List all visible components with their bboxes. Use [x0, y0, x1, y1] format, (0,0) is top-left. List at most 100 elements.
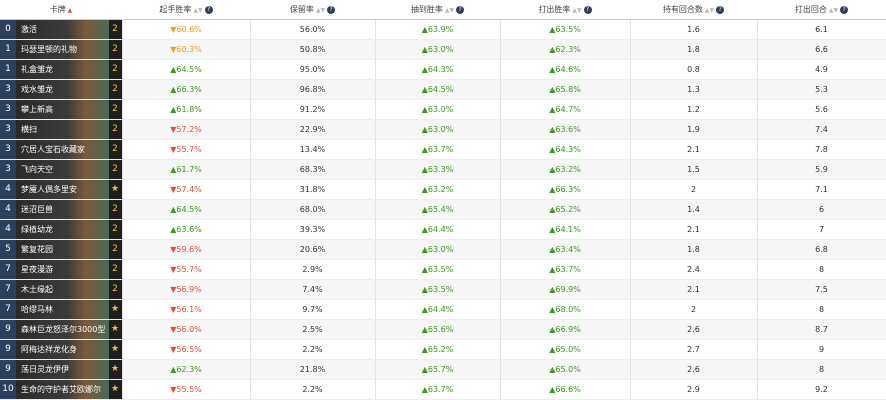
card-cost: 3: [0, 160, 16, 179]
column-header[interactable]: 抽到胜率 ▲▼?: [375, 0, 500, 20]
stat-value: ▲63.5%: [549, 25, 581, 34]
stat-value: ▲65.0%: [549, 345, 581, 354]
stat-cell: 22.9%: [250, 119, 376, 140]
stat-value: 2.2%: [302, 345, 323, 354]
stat-cell: 1.6: [630, 19, 758, 40]
column-header[interactable]: 保留率 ▲▼?: [250, 0, 375, 20]
stat-cell: ▲63.5%: [375, 279, 501, 300]
stat-cell: 6.6: [757, 39, 886, 60]
stat-value: ▲63.0%: [421, 105, 454, 114]
stat-cell: 31.8%: [250, 179, 376, 200]
header-label: 卡牌: [49, 5, 66, 14]
card-name: 阿梅达祥龙化身: [16, 340, 109, 359]
stat-value: ▲63.7%: [421, 385, 454, 394]
stat-cell: ▲63.3%: [375, 159, 501, 180]
card-tile: 3 横扫 2: [0, 120, 122, 139]
card-name: 梦魇人偶多里安: [16, 180, 109, 199]
card-tile: 5 繁复花园 2: [0, 240, 122, 259]
stat-value: 8.7: [815, 325, 828, 334]
stat-cell: ▲65.6%: [375, 319, 501, 340]
stat-value: ▲69.9%: [549, 285, 581, 294]
stat-cell: ▲64.5%: [122, 59, 251, 80]
card-cell: 3 飞向天空 2: [0, 159, 123, 180]
stat-value: ▲61.7%: [170, 165, 202, 174]
stat-cell: 68.0%: [250, 199, 376, 220]
stat-cell: 1.3: [630, 79, 758, 100]
card-count: 2: [108, 260, 122, 279]
stat-cell: 7.4: [757, 119, 886, 140]
stat-cell: 8.7: [757, 319, 886, 340]
stat-value: ▲65.6%: [421, 325, 454, 334]
stat-value: ▲63.7%: [549, 265, 581, 274]
help-icon: ?: [456, 5, 465, 14]
table-row: 3 攀上新高 2 ▲61.8% 91.2% ▲63.0% ▲64.7% 1.2 5.6: [0, 99, 886, 120]
card-cost: 1: [0, 40, 16, 59]
column-header[interactable]: 起手胜率 ▲▼?: [122, 0, 250, 20]
stat-cell: ▲65.8%: [500, 79, 631, 100]
card-cell: 9 荡日灵龙伊伊 ★: [0, 359, 123, 380]
stat-value: 1.3: [687, 85, 700, 94]
stat-cell: ▲65.2%: [375, 339, 501, 360]
card-cost: 5: [0, 240, 16, 259]
column-header[interactable]: 持有回合数 ▲▼?: [630, 0, 757, 20]
stat-value: 1.9: [687, 125, 700, 134]
stat-cell: ▲64.1%: [500, 219, 631, 240]
stat-value: ▲63.0%: [421, 245, 454, 254]
card-name: 横扫: [16, 120, 109, 139]
card-count: ★: [108, 340, 122, 359]
stat-cell: 1.9: [630, 119, 758, 140]
table-row: 3 横扫 2 ▼57.2% 22.9% ▲63.0% ▲63.6% 1.9 7.4: [0, 119, 886, 140]
stat-cell: 7: [757, 219, 886, 240]
card-name: 玛瑟里顿的礼物: [16, 40, 109, 59]
stat-cell: ▲63.2%: [375, 179, 501, 200]
stat-value: 95.0%: [299, 65, 326, 74]
card-name: 攀上新高: [16, 100, 109, 119]
column-header[interactable]: 打出胜率 ▲▼?: [500, 0, 630, 20]
stat-value: 6.6: [815, 45, 828, 54]
stat-cell: ▲66.9%: [500, 319, 631, 340]
stat-value: 2: [690, 185, 697, 194]
column-header[interactable]: 卡牌 ▲: [0, 0, 122, 20]
card-tile: 1 玛瑟里顿的礼物 2: [0, 40, 122, 59]
card-name: 穴居人宝石收藏家: [16, 140, 109, 159]
stat-value: 6.1: [815, 25, 828, 34]
table-row: 9 阿梅达祥龙化身 ★ ▼56.5% 2.2% ▲65.2% ▲65.0% 2.7 9: [0, 339, 886, 360]
card-cost: 7: [0, 260, 16, 279]
stat-cell: ▲63.2%: [500, 159, 631, 180]
card-cell: 0 激活 2: [0, 19, 123, 40]
card-tile: 9 森林巨龙怒泽尔3000型 ★: [0, 320, 122, 339]
card-count: 2: [108, 220, 122, 239]
stat-value: 2.1: [687, 225, 700, 234]
card-count: 2: [108, 280, 122, 299]
stat-value: ▲63.3%: [421, 165, 454, 174]
card-count: ★: [108, 320, 122, 339]
stat-value: 5.3: [815, 85, 828, 94]
stat-value: ▲63.0%: [421, 125, 454, 134]
stat-cell: 1.5: [630, 159, 758, 180]
column-header[interactable]: 打出回合 ▲▼?: [757, 0, 886, 20]
stat-value: 8: [818, 265, 825, 274]
stat-cell: ▲66.3%: [500, 179, 631, 200]
card-cost: 9: [0, 360, 16, 379]
card-name: 荡日灵龙伊伊: [16, 360, 109, 379]
stat-cell: ▲64.7%: [500, 99, 631, 120]
card-cost: 7: [0, 280, 16, 299]
table-row: 5 繁复花园 2 ▼59.6% 20.6% ▲63.0% ▲63.4% 1.8 6.8: [0, 239, 886, 260]
stat-cell: 2.9: [630, 379, 758, 400]
card-cost: 3: [0, 100, 16, 119]
table-row: 10 生命的守护者艾欧娜尔 ★ ▼55.5% 2.2% ▲63.7% ▲66.6% 2.9 9.…: [0, 379, 886, 400]
card-count: 2: [108, 160, 122, 179]
card-count: 2: [108, 20, 122, 39]
help-icon: ?: [204, 5, 213, 14]
stat-cell: ▼57.2%: [122, 119, 251, 140]
table-row: 7 哈缪马林 ★ ▼56.1% 9.7% ▲64.4% ▲68.0% 2 8: [0, 299, 886, 320]
card-cell: 4 迷沼巨兽 2: [0, 199, 123, 220]
header-row: 卡牌 ▲ 起手胜率 ▲▼? 保留率 ▲▼? 抽到胜率 ▲▼? 打出胜率 ▲▼? 持有回合数…: [0, 0, 886, 20]
stat-value: ▲64.3%: [421, 65, 454, 74]
stat-cell: 9.7%: [250, 299, 376, 320]
stat-value: 7.4%: [302, 285, 323, 294]
stat-value: 4.9: [815, 65, 828, 74]
sort-icon: ▲: [65, 7, 73, 14]
card-name: 生命的守护者艾欧娜尔: [16, 380, 109, 399]
